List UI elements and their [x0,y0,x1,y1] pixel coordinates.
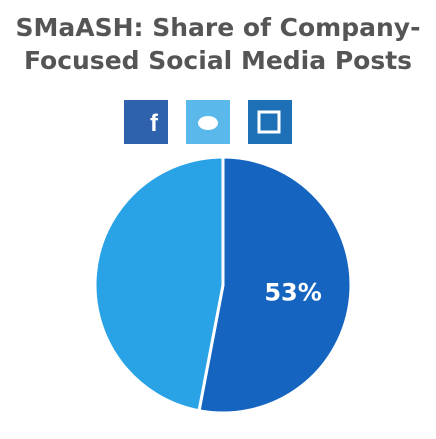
chart-title: Focused Social Media Posts [24,46,412,75]
pie: 53% [93,155,353,415]
facebook-glyph: f [150,110,159,137]
value-label: 53% [264,279,321,307]
social-icons: f [124,100,292,144]
twitter-glyph [198,116,218,130]
linkedin-glyph [257,110,281,134]
facebook-icon [124,100,168,144]
pie-slice [197,155,353,415]
chart-title: SMaASH: Share of Company- [16,13,421,42]
linkedin-icon [248,100,292,144]
pie-slice [93,155,225,413]
